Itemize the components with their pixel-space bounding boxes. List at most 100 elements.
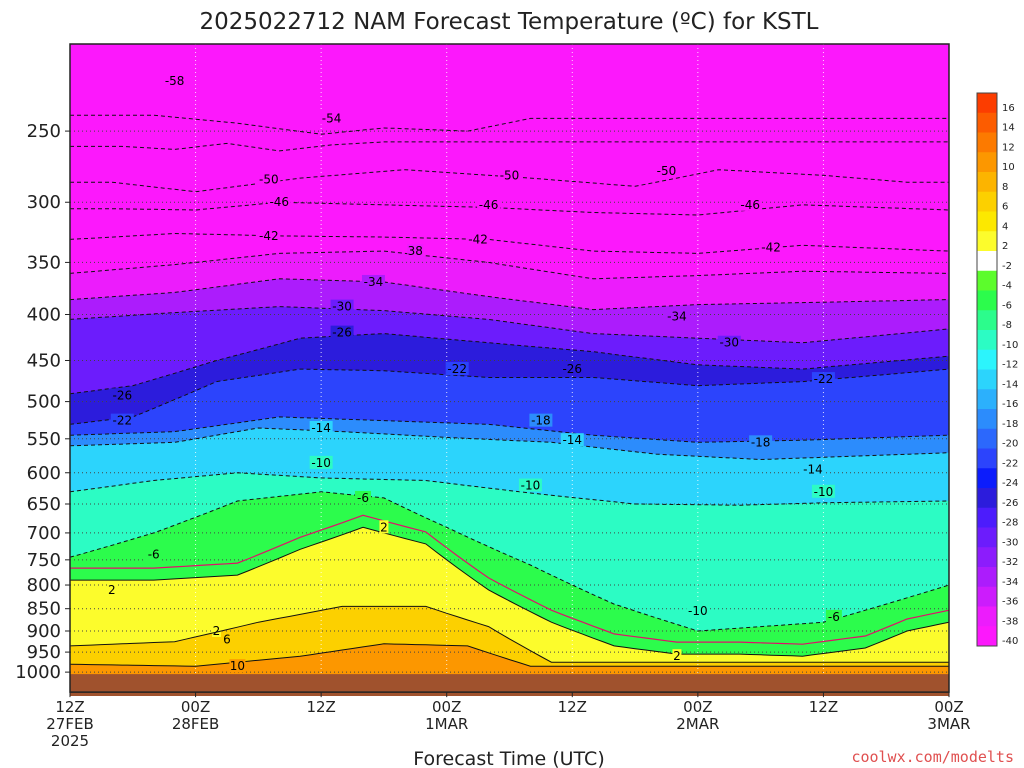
isotherm-line <box>70 333 949 395</box>
colorbar-tick-label: -12 <box>1002 360 1018 371</box>
x-tick-label: 12Z <box>306 698 335 716</box>
colorbar-tick-label: -36 <box>1002 597 1018 608</box>
y-tick-label: 350 <box>27 252 61 273</box>
colorbar-swatch <box>977 488 997 509</box>
colorbar-tick-label: -18 <box>1002 419 1018 430</box>
colorbar-tick-label: -6 <box>1002 300 1012 311</box>
isotherm-line <box>70 472 949 506</box>
isotherm-label: -22 <box>814 372 834 386</box>
isotherm-label: -22 <box>113 414 133 428</box>
colorbar-frame <box>976 92 998 647</box>
isotherm-label: -42 <box>259 229 279 243</box>
isotherm-line <box>70 278 949 311</box>
isotherm-label: 6 <box>223 633 231 647</box>
colorbar-tick-label: -8 <box>1002 320 1012 331</box>
colorbar-tick-label: -4 <box>1002 281 1012 292</box>
y-tick-label: 300 <box>27 192 61 213</box>
isotherm-label: -22 <box>447 362 467 376</box>
colorbar-swatch <box>977 389 997 410</box>
isotherm-label: -50 <box>657 164 677 178</box>
colorbar-swatch <box>977 231 997 252</box>
colorbar-swatch <box>977 251 997 272</box>
isotherm-line <box>70 643 949 667</box>
y-tick-label: 250 <box>27 121 61 142</box>
colorbar-swatch <box>977 527 997 548</box>
isotherm-label: -10 <box>814 485 834 499</box>
isotherm-label: -46 <box>740 198 760 212</box>
ground-surface <box>70 674 949 696</box>
y-tick-label: 1000 <box>15 662 61 683</box>
isotherm-label: 2 <box>380 520 388 534</box>
colorbar-swatch <box>977 586 997 607</box>
isotherm-line <box>70 605 949 663</box>
x-axis-label: Forecast Time (UTC) <box>413 748 604 768</box>
y-tick-label: 650 <box>27 494 61 515</box>
colorbar-tick-label: -10 <box>1002 340 1018 351</box>
colorbar-tick-label: -2 <box>1002 261 1012 272</box>
colorbar-swatch <box>977 567 997 588</box>
colorbar-tick-label: -24 <box>1002 478 1018 489</box>
x-tick-label: 00Z <box>432 698 461 716</box>
isotherm-line <box>70 526 949 657</box>
isotherm-label: -42 <box>761 241 781 255</box>
freezing-line <box>70 514 949 645</box>
plot-frame <box>69 43 950 693</box>
isotherm-label: -26 <box>332 326 352 340</box>
colorbar-tick-label: -14 <box>1002 379 1018 390</box>
chart-title: 2025022712 NAM Forecast Temperature (ºC)… <box>199 9 818 35</box>
isotherm-label: -14 <box>803 462 823 476</box>
colorbar-swatch <box>977 132 997 153</box>
isotherm-label: -10 <box>688 604 708 618</box>
colorbar-legend: 16 14 12 10 8 6 4 2 -2 -4 -6 -8 -10 -12 -14 -16 -18 -20 -2… <box>976 92 1018 647</box>
colorbar-swatch <box>977 211 997 232</box>
y-tick-label: 500 <box>27 392 61 413</box>
y-tick-label: 850 <box>27 599 61 620</box>
isotherm-label: 2 <box>673 649 681 663</box>
colorbar-tick-label: -28 <box>1002 518 1018 529</box>
colorbar-swatch <box>977 290 997 311</box>
colorbar-tick-label: -20 <box>1002 439 1018 450</box>
x-tick-label: 2MAR <box>676 715 719 733</box>
y-tick-label: 400 <box>27 305 61 326</box>
y-tick-label: 800 <box>27 575 61 596</box>
colorbar-tick-label: -30 <box>1002 537 1018 548</box>
isotherm-line <box>70 491 949 632</box>
colorbar-tick-label: 16 <box>1002 103 1015 114</box>
y-tick-label: 700 <box>27 523 61 544</box>
isotherm-line <box>70 427 949 461</box>
colorbar-tick-label: 2 <box>1002 241 1008 252</box>
isotherm-label: -18 <box>751 435 771 449</box>
x-tick-label: 12Z <box>558 698 587 716</box>
colorbar-swatch <box>977 270 997 291</box>
grid <box>69 44 950 676</box>
temperature-field <box>70 44 949 676</box>
colorbar-swatch <box>977 606 997 627</box>
isotherm-label: -10 <box>521 479 541 493</box>
isotherm-label: 38 <box>408 244 423 258</box>
y-tick-label: 900 <box>27 621 61 642</box>
plot-area: -58 -54 -50 -50 -50 -46 -46 -46 -42 -42 -42 38 -34 -3… <box>69 43 950 696</box>
isotherm-label: -30 <box>719 336 739 350</box>
credit-link[interactable]: coolwx.com/modelts <box>851 748 1014 766</box>
isotherm-label: -6 <box>357 491 369 505</box>
isotherm-label: -26 <box>113 388 133 402</box>
x-tick-label: 12Z <box>55 698 84 716</box>
colorbar-tick-label: -32 <box>1002 557 1018 568</box>
x-tick-label: 12Z <box>809 698 838 716</box>
isotherm-label: 2 <box>213 624 221 638</box>
colorbar-swatch <box>977 428 997 449</box>
x-tick-label: 2025 <box>51 732 89 750</box>
colorbar-swatch <box>977 507 997 528</box>
colorbar-swatch <box>977 448 997 469</box>
colorbar-swatch <box>977 152 997 173</box>
y-axis: 2503003504004505005506006507007508008509… <box>15 121 70 683</box>
x-tick-label: 00Z <box>683 698 712 716</box>
isotherm-label: -6 <box>148 548 160 562</box>
isotherm-label: -50 <box>500 168 520 182</box>
x-tick-label: 3MAR <box>927 715 970 733</box>
isotherm-label: -10 <box>311 456 331 470</box>
colorbar-tick-label: 6 <box>1002 202 1008 213</box>
colorbar-swatch <box>977 547 997 568</box>
